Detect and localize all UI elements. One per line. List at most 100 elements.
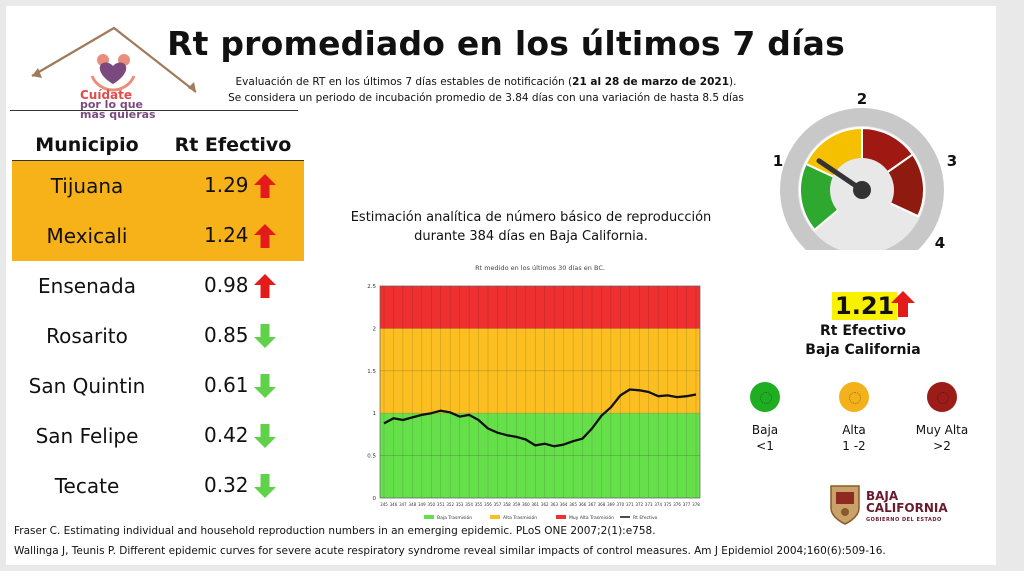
- rt-gauge: 01234: [773, 90, 956, 250]
- subtitle-line2: Se considera un periodo de incubación pr…: [228, 92, 744, 104]
- table-row: Rosarito 0.85: [12, 311, 304, 361]
- rt-value: 0.42: [204, 422, 249, 447]
- x-tick-label: 369: [607, 502, 615, 507]
- subtitle-text: Evaluación de RT en los últimos 7 días e…: [235, 76, 573, 88]
- chart-legend-label: Rt Efectivo: [633, 515, 658, 521]
- arrow-up-icon: [253, 224, 276, 249]
- chart-legend-item: Rt Efectivo: [620, 515, 658, 521]
- x-tick-label: 368: [598, 502, 606, 507]
- x-tick-label: 360: [522, 502, 530, 507]
- brand-line3: GOBIERNO DEL ESTADO: [866, 517, 942, 523]
- arrow-down-icon: [253, 374, 276, 399]
- chart-legend-item: Muy Alta Trasmisión: [556, 514, 614, 521]
- logo-line2: por lo que: [80, 98, 144, 111]
- rt-value-cell: 0.61: [162, 361, 304, 411]
- rt-table-body: Tijuana 1.29 Mexicali 1.24 Ensenada 0.98 Rosar…: [12, 160, 304, 512]
- summary-label-line1: Rt Efectivo: [819, 323, 907, 339]
- summary-label: Rt Efectivo Baja California: [788, 322, 938, 360]
- x-tick-label: 346: [390, 502, 398, 507]
- y-tick-label: 1: [373, 411, 377, 417]
- x-tick-label: 362: [541, 502, 549, 507]
- rt-value: 1.24: [204, 222, 249, 247]
- x-tick-label: 378: [692, 502, 700, 507]
- x-tick-label: 358: [503, 502, 511, 507]
- gauge-label: 4: [935, 234, 945, 250]
- municipio-name: Tijuana: [12, 160, 162, 211]
- brand-text: BAJA CALIFORNIA GOBIERNO DEL ESTADO: [866, 490, 948, 526]
- x-tick-label: 350: [427, 502, 435, 507]
- band-1: [380, 328, 700, 414]
- x-tick-label: 370: [617, 502, 625, 507]
- x-tick-label: 376: [673, 502, 681, 507]
- baja-california-seal-icon: [830, 485, 860, 525]
- rt-value-cell: 1.24: [162, 211, 304, 261]
- chart-legend-label: Alta Trasmisión: [503, 514, 537, 521]
- subtitle-text-end: ).: [729, 76, 737, 88]
- legend-range: 1 -2: [842, 439, 866, 453]
- municipio-name: Mexicali: [12, 211, 162, 261]
- legend-item: Alta 1 -2: [824, 382, 884, 454]
- logo-tagline: Cuídate por lo que más quieras: [80, 89, 170, 121]
- x-tick-label: 377: [683, 502, 691, 507]
- x-tick-label: 375: [664, 502, 672, 507]
- page-title: Rt promediado en los últimos 7 días: [167, 24, 845, 63]
- band-0: [380, 413, 700, 498]
- x-tick-label: 355: [475, 502, 483, 507]
- gauge-label: 3: [947, 152, 956, 170]
- x-tick-label: 349: [418, 502, 426, 507]
- cuidate-logo: [31, 26, 197, 93]
- series-line: [383, 388, 697, 448]
- x-tick-label: 351: [437, 502, 445, 507]
- gauge-hub: [853, 181, 871, 199]
- x-tick-label: 366: [579, 502, 587, 507]
- subtitle-date-range: 21 al 28 de marzo de 2021: [572, 76, 730, 88]
- legend-range: >2: [933, 439, 951, 453]
- chart-caption-line2: durante 384 días en Baja California.: [414, 229, 648, 244]
- x-tick-label: 354: [465, 502, 473, 507]
- legend-item: Baja <1: [735, 382, 795, 454]
- table-row: Ensenada 0.98: [12, 261, 304, 311]
- x-tick-label: 371: [626, 502, 634, 507]
- chart-legend-label: Muy Alta Trasmisión: [569, 514, 614, 521]
- x-tick-label: 374: [654, 502, 662, 507]
- arrow-down-icon: [253, 424, 276, 449]
- chart-caption-line1: Estimación analítica de número básico de…: [350, 210, 712, 225]
- reference-2: Wallinga J, Teunis P. Different epidemic…: [14, 545, 886, 557]
- x-tick-label: 365: [569, 502, 577, 507]
- x-tick-label: 367: [588, 502, 596, 507]
- legend-label: Alta: [842, 423, 866, 437]
- legend-range: <1: [756, 439, 774, 453]
- rt-value: 0.61: [204, 372, 249, 397]
- brand-line1: BAJA: [866, 489, 899, 503]
- summary-label-line2: Baja California: [805, 342, 921, 358]
- table-row: San Felipe 0.42: [12, 411, 304, 461]
- reference-1: Fraser C. Estimating individual and hous…: [14, 525, 656, 537]
- x-tick-label: 361: [531, 502, 539, 507]
- x-tick-label: 363: [550, 502, 558, 507]
- x-tick-label: 373: [645, 502, 653, 507]
- x-tick-label: 353: [456, 502, 464, 507]
- rt-value-cell: 0.42: [162, 411, 304, 461]
- chart-title: Rt medido en los últimos 30 días en BC.: [475, 264, 605, 272]
- rt-value-cell: 0.32: [162, 461, 304, 511]
- rt-value: 0.85: [204, 322, 249, 347]
- arrow-up-icon: [253, 274, 276, 299]
- arrow-down-icon: [253, 474, 276, 499]
- table-row: Tecate 0.32: [12, 461, 304, 511]
- page-subtitle: Evaluación de RT en los últimos 7 días e…: [226, 74, 746, 106]
- plot-border: [379, 285, 701, 499]
- table-row: Mexicali 1.24: [12, 211, 304, 261]
- summary-rt-value: 1.21: [832, 292, 898, 320]
- rt-value-cell: 0.85: [162, 311, 304, 361]
- col-header-municipio: Municipio: [12, 130, 162, 161]
- subtitle-line1: Evaluación de RT en los últimos 7 días e…: [226, 74, 746, 90]
- y-tick-label: 1.5: [367, 369, 376, 375]
- table-row: Tijuana 1.29: [12, 160, 304, 211]
- logo-line3: más quieras: [80, 108, 156, 121]
- legend-label: Baja: [751, 423, 779, 437]
- x-tick-label: 347: [399, 502, 407, 507]
- slide: Cuídate por lo que más quieras Rt promed…: [6, 6, 996, 565]
- legend-dot-icon: [750, 382, 780, 412]
- arrow-up-icon: [253, 174, 276, 199]
- col-header-rt: Rt Efectivo: [162, 130, 304, 161]
